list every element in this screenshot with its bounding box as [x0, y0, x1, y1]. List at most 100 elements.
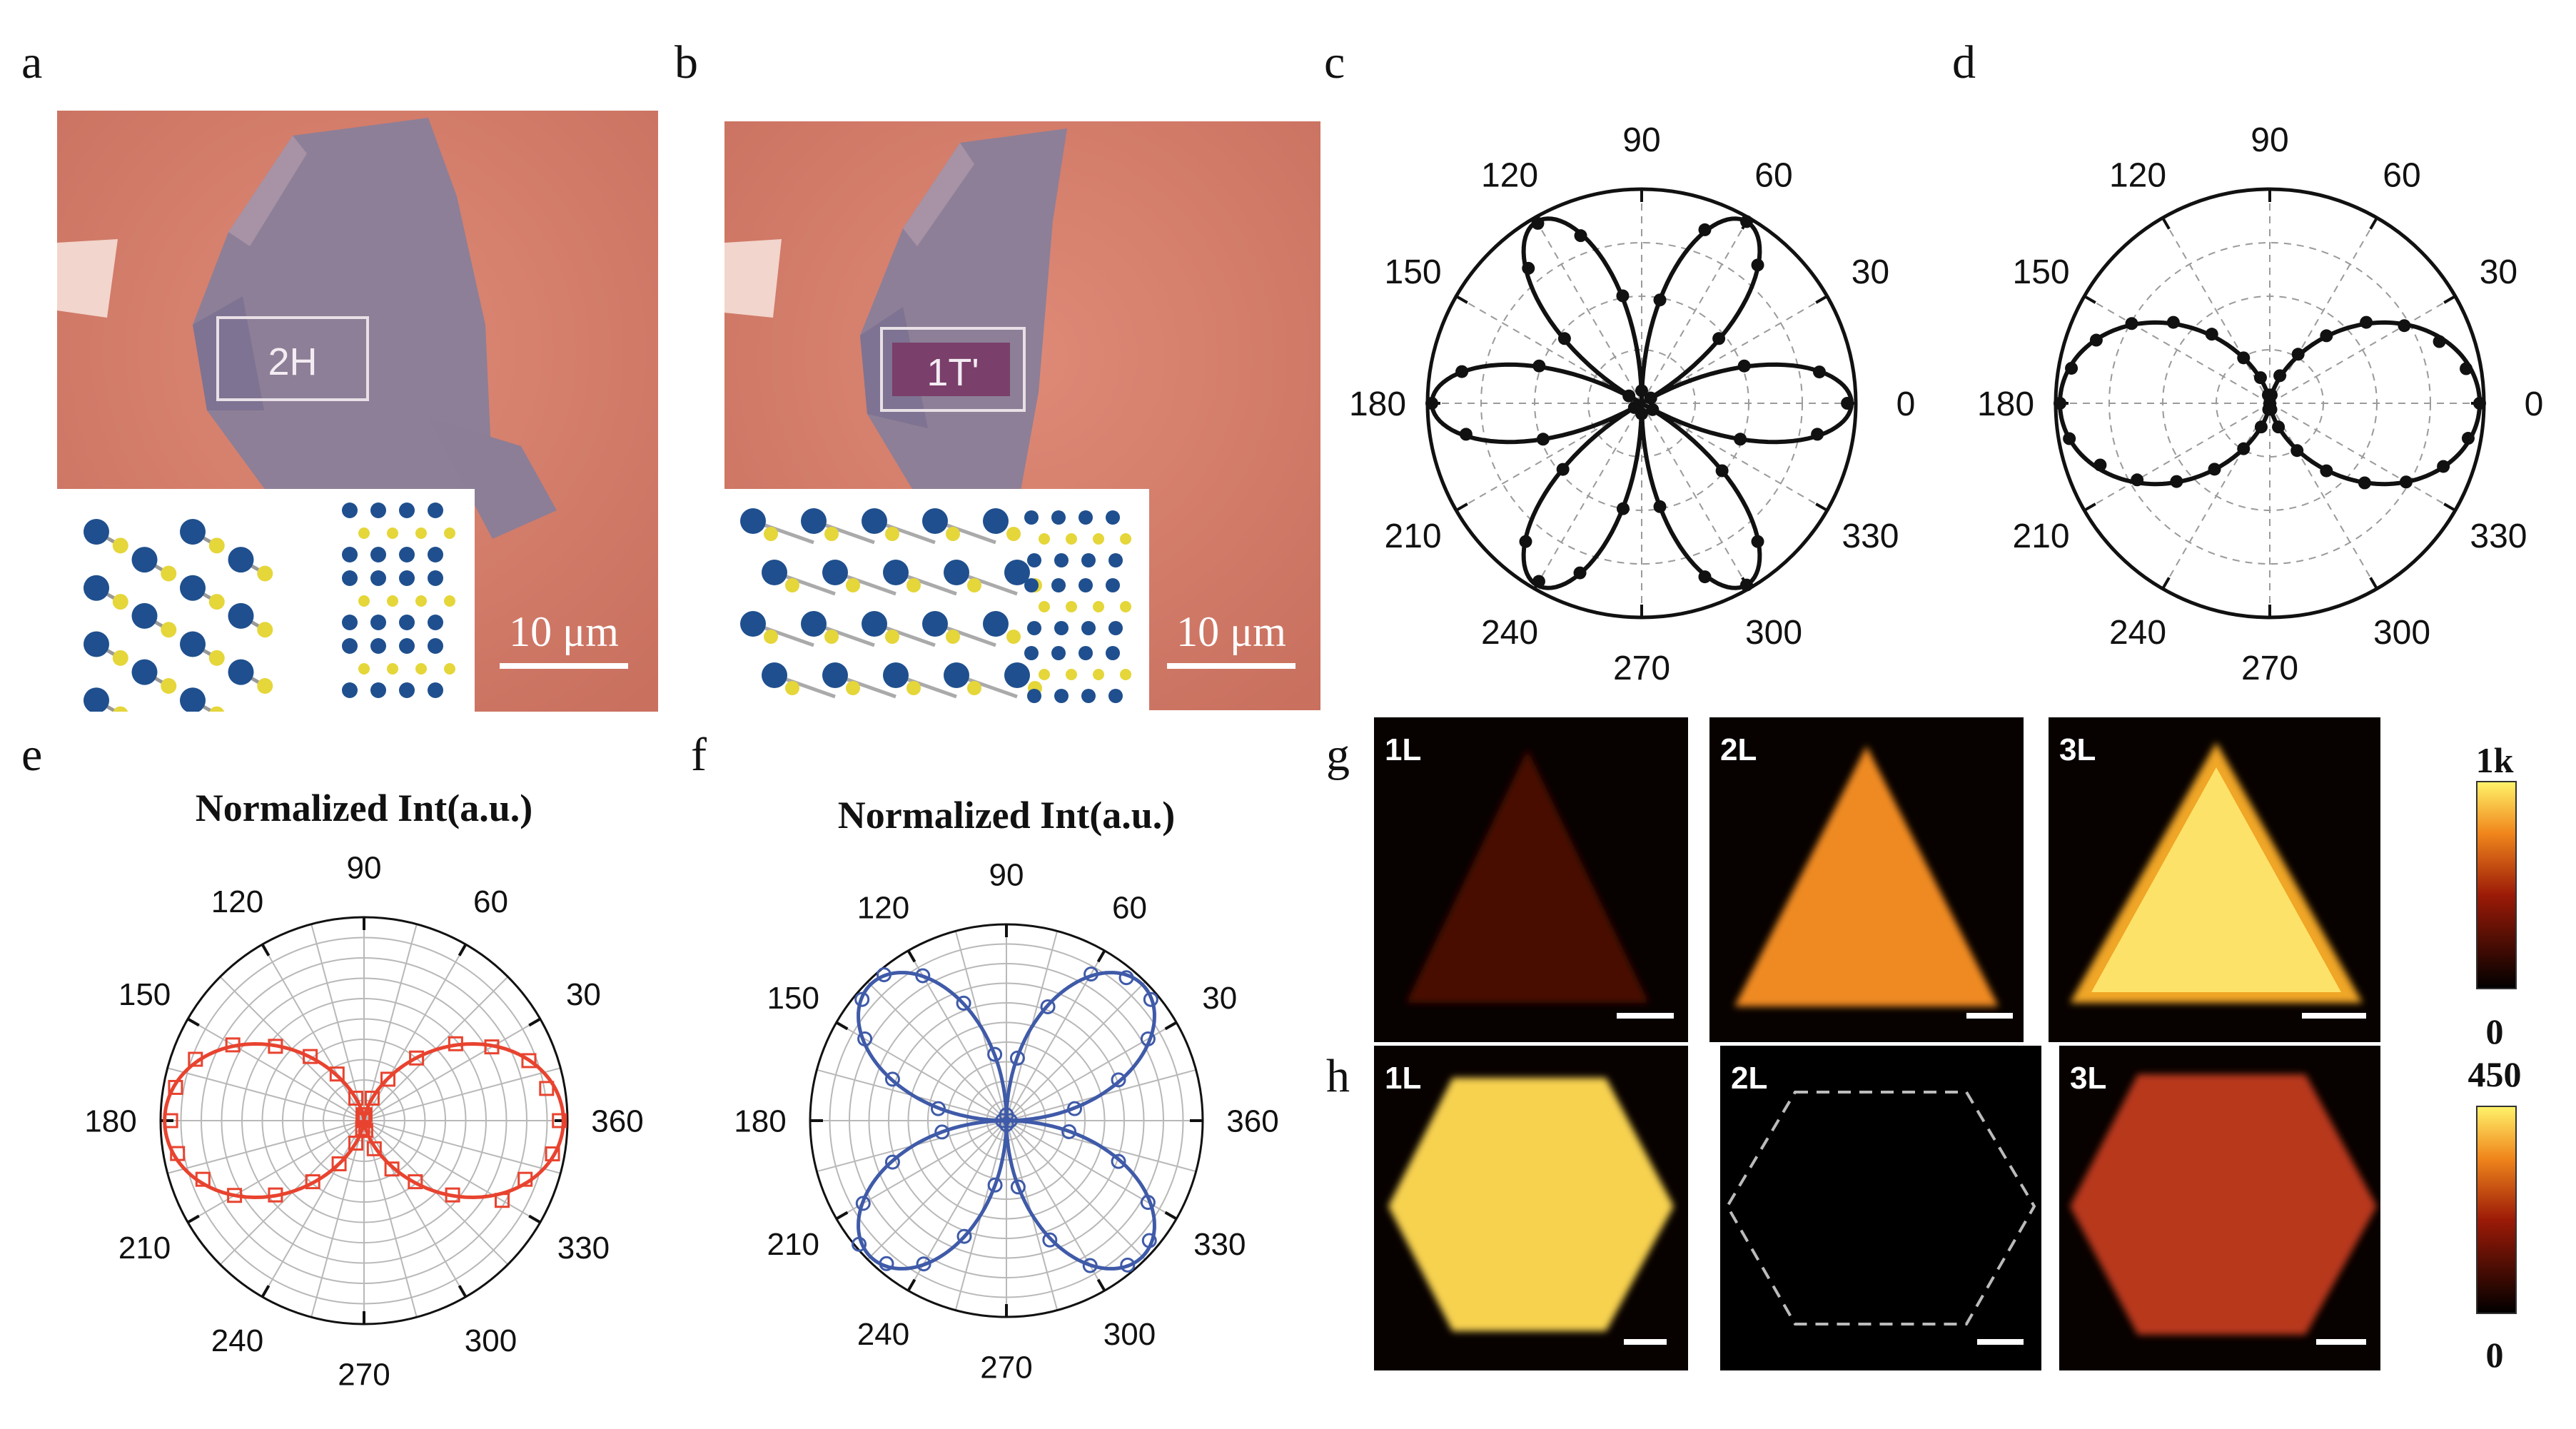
colorbar-min: 0	[2486, 1011, 2504, 1051]
angle-label: 30	[566, 977, 601, 1012]
tick	[2369, 217, 2378, 230]
polar-plot-c: 0 30 60 90 120 150 180 210 240 270 300 330	[1349, 121, 1915, 687]
data-point	[1531, 216, 1545, 230]
angle-label: 210	[1385, 517, 1442, 555]
data-point	[1574, 229, 1587, 243]
tick	[2161, 217, 2171, 230]
angle-label: 330	[1193, 1227, 1246, 1262]
chalcogen-atom	[387, 595, 398, 607]
hexagonal-lattice	[84, 519, 273, 712]
chalcogen-atom	[1039, 533, 1050, 545]
data-point	[2237, 442, 2251, 455]
metal-atom	[1079, 578, 1093, 592]
grid-spoke	[2083, 403, 2271, 511]
colorbar-gradient	[2476, 1106, 2517, 1314]
data-point	[1532, 359, 1546, 373]
grid-spoke	[310, 1120, 365, 1318]
chalcogen-atom	[885, 630, 899, 644]
metal-atom	[342, 570, 358, 586]
metal-atom	[370, 615, 386, 630]
data-point	[1143, 991, 1158, 1007]
tick	[1455, 503, 1468, 512]
angle-label: 180	[1977, 385, 2034, 423]
grid-spoke	[261, 944, 365, 1121]
chalcogen-atom	[387, 663, 398, 675]
grid-spoke	[363, 1120, 467, 1298]
tick	[1164, 1211, 1178, 1221]
metal-atom	[1051, 510, 1066, 525]
data-point	[2093, 458, 2107, 472]
angle-label: 120	[211, 884, 263, 919]
metal-atom	[740, 611, 766, 637]
metal-atom	[428, 570, 443, 586]
tick	[1455, 295, 1468, 304]
hexagon-flake	[1388, 1078, 1674, 1331]
chalcogen-atom	[946, 630, 960, 644]
side-view-lattice	[1024, 510, 1131, 703]
angle-label: 60	[1112, 891, 1147, 926]
data-point	[1140, 1195, 1156, 1211]
angle-label: 180	[84, 1104, 136, 1138]
layer-label: 2L	[1720, 732, 1757, 767]
side-view-lattice	[342, 503, 455, 698]
metal-atom	[428, 503, 443, 518]
chalcogen-atom	[1066, 669, 1077, 680]
grid-spoke	[1641, 403, 1749, 590]
tick	[835, 1021, 849, 1031]
data-point	[409, 1050, 425, 1066]
data-point	[2460, 362, 2473, 375]
metal-atom	[922, 611, 948, 637]
angle-label: 120	[1481, 156, 1538, 194]
grid-spoke	[363, 924, 418, 1121]
grid-spoke	[2269, 217, 2378, 404]
panel-label-c: c	[1324, 36, 1345, 89]
metal-atom	[228, 547, 254, 573]
grid-spoke	[1534, 217, 1642, 404]
tick	[1815, 503, 1828, 512]
angle-label: 240	[857, 1317, 909, 1352]
data-point	[1459, 428, 1473, 441]
metal-atom	[84, 519, 109, 545]
colorbar-min: 0	[2486, 1335, 2504, 1375]
angle-label: 180	[1349, 385, 1406, 423]
chalcogen-atom	[1006, 630, 1021, 644]
scale-label: 10 μm	[509, 608, 619, 655]
data-point	[1573, 566, 1587, 580]
metal-atom	[428, 615, 443, 630]
metal-atom	[1051, 578, 1066, 592]
tile-2l	[1720, 1046, 2041, 1370]
data-point	[2264, 403, 2278, 416]
chalcogen-atom	[208, 650, 225, 666]
grid-spoke	[363, 1120, 418, 1318]
triangle-flake	[1734, 746, 1999, 1006]
chalcogen-atom	[764, 630, 778, 644]
triangle-flake	[1406, 749, 1649, 1003]
metal-atom	[84, 687, 109, 712]
chalcogen-atom	[785, 681, 799, 695]
panel-label-f: f	[691, 729, 707, 781]
data-point	[1557, 332, 1571, 345]
data-point	[855, 1196, 871, 1211]
data-point	[995, 1113, 1011, 1128]
chalcogen-atom	[846, 578, 860, 592]
tick	[835, 1211, 849, 1221]
metal-atom	[399, 570, 415, 586]
chalcogen-atom	[444, 663, 455, 675]
tick	[906, 1278, 916, 1292]
grid-spoke	[1455, 296, 1642, 404]
data-point	[2461, 432, 2475, 445]
chalcogen-atom	[161, 565, 177, 582]
metal-atom	[370, 682, 386, 698]
micrograph-1t-prime: 1T' 10 μm	[724, 121, 1320, 710]
data-point	[1698, 223, 1712, 236]
data-point	[2253, 371, 2267, 385]
metal-atom	[1027, 689, 1041, 703]
metal-atom	[1024, 578, 1039, 592]
data-point	[1010, 1179, 1026, 1195]
data-point	[1841, 397, 1854, 410]
angle-label: 120	[857, 891, 909, 926]
tick	[2443, 503, 2456, 512]
chalcogen-atom	[1039, 669, 1050, 680]
colorbar-max: 450	[2468, 1054, 2522, 1094]
metal-atom	[983, 508, 1009, 534]
